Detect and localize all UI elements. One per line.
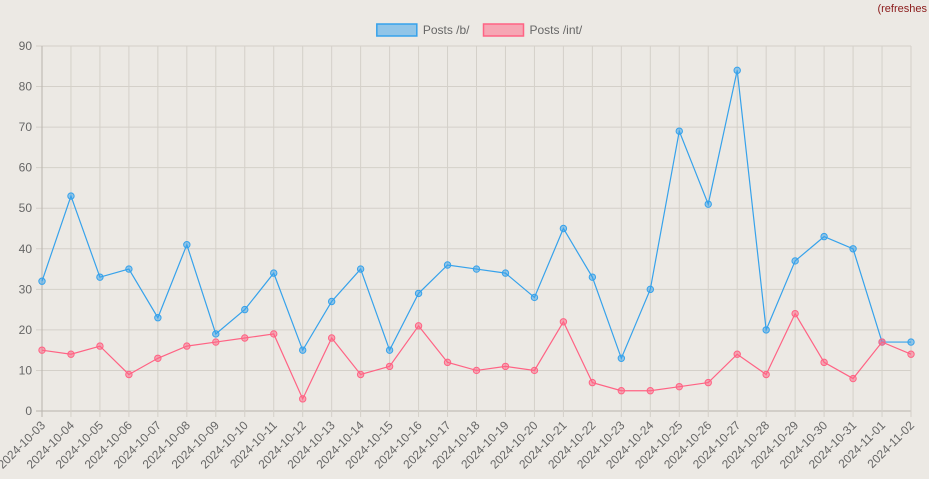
series-0-point — [154, 314, 162, 322]
series-0-point — [646, 285, 654, 294]
series-0-point — [327, 297, 336, 306]
series-1-point — [299, 395, 307, 403]
series-1-point — [356, 370, 365, 379]
series-0-point — [907, 338, 915, 346]
series-1-point — [849, 374, 857, 383]
series-0-point — [849, 245, 857, 253]
series-1-point — [762, 370, 770, 379]
series-0-point — [617, 354, 626, 362]
series-1-point — [559, 318, 568, 326]
y-tick-label: 50 — [19, 201, 33, 215]
y-tick-label: 20 — [19, 323, 33, 337]
legend-swatch-1 — [482, 23, 525, 37]
series-0-point — [414, 289, 423, 298]
series-0-point — [67, 192, 75, 200]
series-0-point — [733, 66, 741, 75]
series-0-point — [356, 265, 365, 273]
series-0-point — [38, 277, 46, 285]
series-1-point — [241, 334, 249, 342]
series-0-point — [588, 273, 597, 281]
series-0-point — [212, 330, 220, 338]
series-1-point — [154, 354, 162, 362]
series-0-point — [125, 265, 133, 273]
series-1-point — [791, 309, 799, 318]
series-1-point — [327, 334, 336, 342]
series-0-point — [270, 269, 278, 277]
series-0-point — [241, 305, 249, 314]
legend-label-0: Posts /b/ — [423, 23, 470, 37]
series-1-point — [646, 387, 654, 395]
series-1-point — [472, 366, 481, 375]
series-0-point — [820, 232, 828, 241]
legend-swatch-0 — [376, 23, 418, 37]
series-1-point — [704, 378, 712, 387]
series-0-point — [501, 269, 510, 277]
series-0-point — [183, 241, 191, 249]
y-tick-label: 30 — [19, 282, 33, 296]
series-0-point — [704, 200, 712, 208]
series-1-point — [617, 387, 626, 395]
refresh-note: (refreshes — [877, 3, 927, 15]
series-1-point — [96, 342, 104, 350]
series-1-point — [38, 346, 46, 354]
legend-label-1: Posts /int/ — [530, 23, 583, 37]
y-tick-label: 80 — [19, 80, 33, 94]
series-1-point — [270, 330, 278, 338]
y-tick-label: 40 — [19, 242, 33, 256]
series-1-point — [67, 350, 75, 358]
series-1-point — [501, 362, 510, 371]
series-0-point — [559, 224, 568, 233]
series-0-point — [530, 293, 539, 302]
series-1-point — [385, 362, 394, 371]
series-1-point — [530, 366, 539, 375]
series-0-point — [472, 265, 481, 273]
y-tick-label: 60 — [19, 161, 33, 175]
series-0-point — [385, 346, 394, 354]
series-0-point — [675, 127, 683, 135]
y-tick-label: 10 — [19, 363, 33, 377]
series-1-point — [125, 370, 133, 379]
series-0-point — [443, 261, 452, 269]
series-1-point — [212, 338, 220, 346]
series-0-point — [791, 257, 799, 265]
series-1-point — [183, 342, 191, 350]
y-tick-label: 90 — [19, 39, 33, 53]
series-1-point — [733, 350, 741, 358]
series-1-point — [675, 382, 683, 391]
series-1-point — [907, 350, 915, 358]
series-0-point — [299, 346, 307, 354]
series-1-point — [414, 322, 423, 330]
series-1-point — [820, 358, 828, 367]
series-1-point — [443, 358, 452, 367]
series-0-point — [762, 326, 770, 334]
y-tick-label: 70 — [19, 120, 33, 134]
series-1-point — [588, 378, 597, 387]
series-0-point — [96, 273, 104, 281]
series-1-point — [878, 338, 886, 346]
y-tick-label: 0 — [25, 404, 32, 418]
